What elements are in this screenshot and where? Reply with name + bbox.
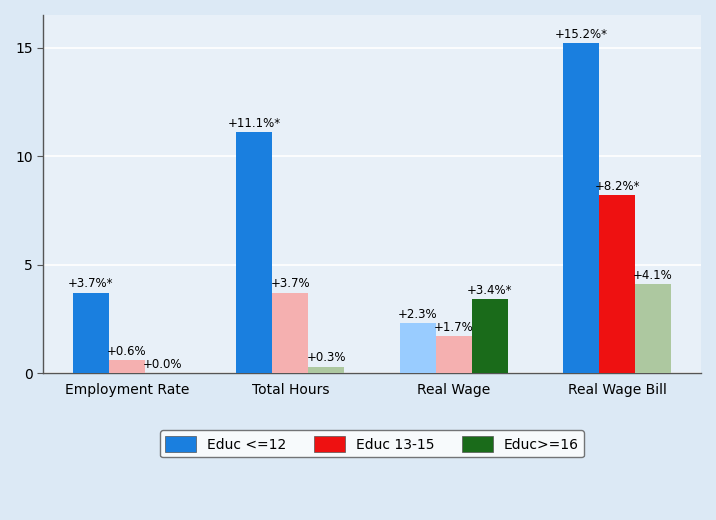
Text: +2.3%: +2.3% bbox=[398, 308, 437, 321]
Text: +3.7%: +3.7% bbox=[271, 277, 310, 290]
Text: +8.2%*: +8.2%* bbox=[594, 179, 640, 192]
Text: +3.4%*: +3.4%* bbox=[467, 284, 513, 297]
Text: +1.7%: +1.7% bbox=[434, 321, 473, 334]
Text: +4.1%: +4.1% bbox=[633, 269, 673, 282]
Text: +3.7%*: +3.7%* bbox=[68, 277, 114, 290]
Text: +0.3%: +0.3% bbox=[306, 351, 346, 364]
Text: +11.1%*: +11.1%* bbox=[228, 116, 281, 129]
Text: +15.2%*: +15.2%* bbox=[555, 28, 608, 41]
Bar bbox=[272, 293, 309, 373]
Bar bbox=[73, 293, 109, 373]
Bar bbox=[436, 336, 472, 373]
Bar bbox=[472, 300, 508, 373]
Legend: Educ <=12, Educ 13-15, Educ>=16: Educ <=12, Educ 13-15, Educ>=16 bbox=[160, 431, 584, 458]
Bar bbox=[563, 43, 599, 373]
Bar bbox=[599, 195, 635, 373]
Bar bbox=[236, 132, 272, 373]
Bar bbox=[635, 284, 671, 373]
Bar bbox=[109, 360, 145, 373]
Text: +0.6%: +0.6% bbox=[107, 345, 147, 358]
Text: +0.0%: +0.0% bbox=[143, 358, 183, 371]
Bar bbox=[309, 367, 344, 373]
Bar bbox=[400, 323, 436, 373]
